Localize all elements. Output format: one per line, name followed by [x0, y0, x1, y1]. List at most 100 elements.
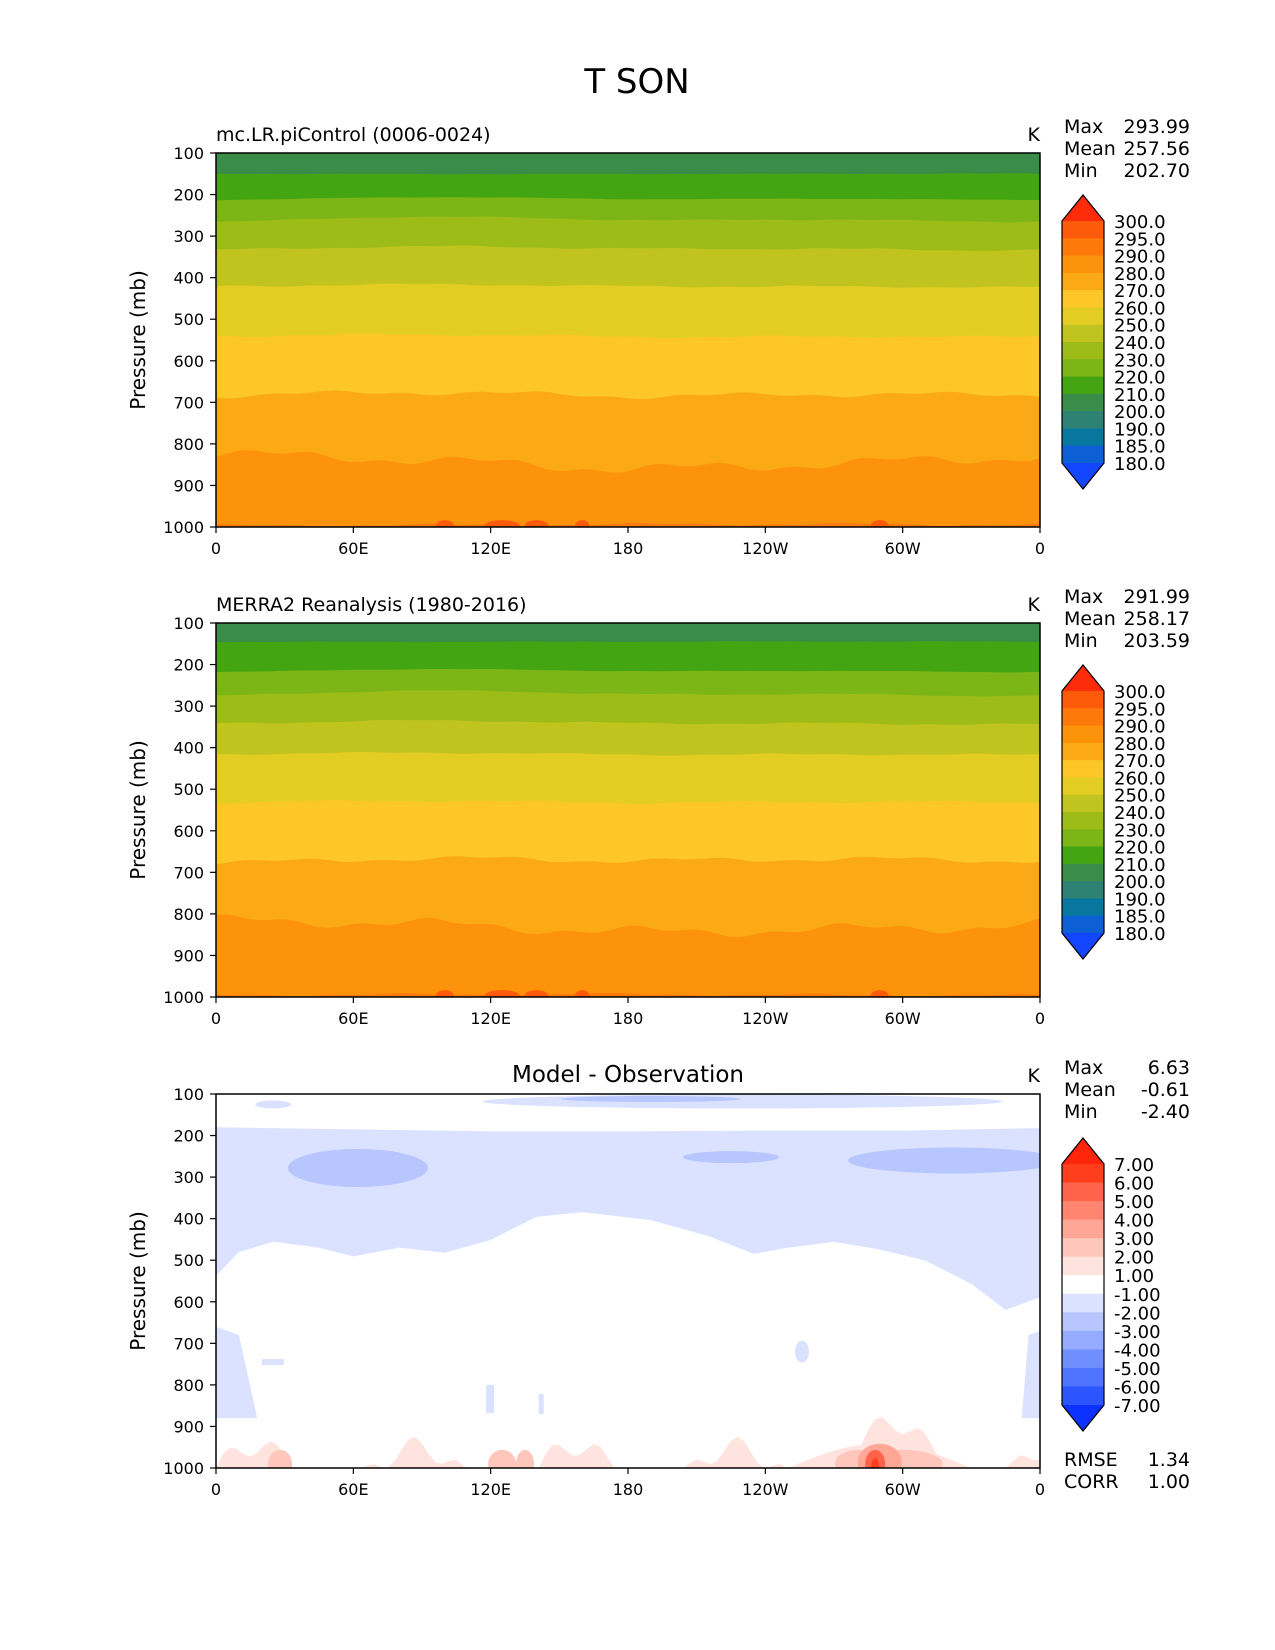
colorbar-tick-label: 260.0	[1114, 768, 1166, 789]
colorbar-tick-label: 185.0	[1114, 907, 1166, 928]
colorbar-segment	[1062, 1349, 1104, 1369]
units-label: K	[1028, 594, 1041, 616]
colorbar-segment	[1062, 725, 1104, 744]
colorbar-segment	[1062, 1275, 1104, 1295]
stat-value: 291.99	[1124, 586, 1190, 608]
y-tick-label: 1000	[163, 518, 204, 537]
colorbar-tick-label: 180.0	[1114, 924, 1166, 945]
colorbar-extend-max	[1062, 665, 1104, 691]
colorbar: 300.0295.0290.0280.0270.0260.0250.0240.0…	[1061, 194, 1166, 490]
x-tick-label: 0	[211, 1009, 221, 1028]
y-tick-label: 500	[173, 1251, 204, 1270]
colorbar-tick-label: 300.0	[1114, 682, 1166, 703]
units-label: K	[1028, 124, 1041, 146]
warm-patch	[484, 990, 521, 997]
x-tick-label: 120W	[742, 1009, 789, 1028]
panel-title: mc.LR.piControl (0006-0024)	[216, 124, 491, 146]
colorbar-tick-label: -6.00	[1114, 1377, 1161, 1398]
colorbar-segment	[1062, 812, 1104, 830]
panel-model: 100 200 300 400 500 600 700 800 900 1000 0 60E 120E 1…	[126, 116, 1190, 558]
colorbar-segment	[1062, 846, 1104, 865]
colorbar-segment	[1062, 898, 1104, 917]
x-tick-label: 0	[211, 539, 221, 558]
contour-band	[216, 992, 1040, 997]
positive-blob	[516, 1449, 534, 1468]
colorbar-segment	[1062, 307, 1104, 326]
colorbar-segment	[1062, 393, 1104, 412]
colorbar-tick-label: 190.0	[1114, 419, 1166, 440]
units-label: K	[1028, 1065, 1041, 1087]
colorbar-tick-label: 5.00	[1114, 1192, 1154, 1213]
colorbar-segment	[1062, 238, 1104, 257]
plot-area	[216, 1094, 1040, 1468]
colorbar-segment	[1062, 411, 1104, 429]
colorbar-segment	[1062, 342, 1104, 360]
x-tick-label: 120W	[742, 539, 789, 558]
stat-value: 1.00	[1148, 1471, 1190, 1493]
stat-label: Min	[1064, 630, 1098, 652]
y-tick-label: 400	[173, 269, 204, 288]
y-axis-label: Pressure (mb)	[126, 740, 150, 880]
stat-label: Mean	[1064, 138, 1116, 160]
colorbar-tick-label: 2.00	[1114, 1248, 1154, 1269]
colorbar-tick-label: 220.0	[1114, 368, 1166, 389]
figure-title: T SON	[583, 62, 689, 102]
x-tick-label: 0	[1035, 539, 1045, 558]
y-tick-label: 700	[173, 863, 204, 882]
colorbar-tick-label: -5.00	[1114, 1359, 1161, 1380]
x-tick-label: 120E	[470, 1480, 511, 1499]
x-tick-label: 60W	[885, 1009, 921, 1028]
colorbar-tick-label: -3.00	[1114, 1322, 1161, 1343]
negative-region	[482, 1094, 1003, 1109]
y-tick-label: 700	[173, 393, 204, 412]
colorbar: 7.006.005.004.003.002.001.00-1.00-2.00-3…	[1061, 1137, 1161, 1432]
colorbar-tick-label: 240.0	[1114, 333, 1166, 354]
x-tick-label: 120W	[742, 1480, 789, 1499]
colorbar-tick-label: 185.0	[1114, 437, 1166, 458]
colorbar-tick-label: 200.0	[1114, 872, 1166, 893]
colorbar-segment	[1062, 863, 1104, 882]
colorbar-tick-label: 280.0	[1114, 734, 1166, 755]
y-tick-label: 300	[173, 227, 204, 246]
negative-region	[216, 1326, 258, 1419]
x-tick-label: 180	[613, 1009, 644, 1028]
x-tick-label: 60E	[338, 1009, 368, 1028]
positive-blob	[268, 1449, 293, 1468]
y-axis-label: Pressure (mb)	[126, 1211, 150, 1351]
x-tick-label: 60E	[338, 1480, 368, 1499]
colorbar-tick-label: 270.0	[1114, 751, 1166, 772]
stat-value: 6.63	[1148, 1057, 1190, 1079]
colorbar-outline	[1061, 1137, 1105, 1432]
y-tick-label: 400	[173, 1210, 204, 1229]
stat-label: Max	[1064, 586, 1103, 608]
colorbar: 300.0295.0290.0280.0270.0260.0250.0240.0…	[1061, 664, 1166, 960]
colorbar-tick-label: 290.0	[1114, 247, 1166, 268]
y-tick-label: 200	[173, 656, 204, 675]
colorbar-segment	[1062, 881, 1104, 899]
y-tick-label: 800	[173, 905, 204, 924]
colorbar-outline	[1061, 664, 1105, 960]
contour-band	[216, 523, 1040, 527]
plot-area	[216, 623, 1040, 997]
colorbar-segment	[1062, 1367, 1104, 1387]
y-tick-label: 900	[173, 1417, 204, 1436]
plot-area	[216, 153, 1040, 527]
warm-patch	[575, 990, 590, 997]
x-tick-label: 180	[613, 539, 644, 558]
colorbar-tick-label: 3.00	[1114, 1229, 1154, 1250]
colorbar-tick-label: 250.0	[1114, 316, 1166, 337]
negative-region	[560, 1095, 741, 1102]
colorbar-tick-label: 280.0	[1114, 264, 1166, 285]
colorbar-segment	[1062, 1330, 1104, 1350]
y-tick-label: 200	[173, 1127, 204, 1146]
colorbar-tick-label: -2.00	[1114, 1303, 1161, 1324]
colorbar-segment	[1062, 691, 1104, 709]
panel-title: MERRA2 Reanalysis (1980-2016)	[216, 594, 527, 616]
colorbar-segment	[1062, 359, 1104, 378]
colorbar-segment	[1062, 829, 1104, 848]
colorbar-segment	[1062, 272, 1104, 291]
warm-patch	[484, 520, 521, 527]
colorbar-segment	[1062, 915, 1104, 934]
positive-region	[216, 1417, 1040, 1468]
